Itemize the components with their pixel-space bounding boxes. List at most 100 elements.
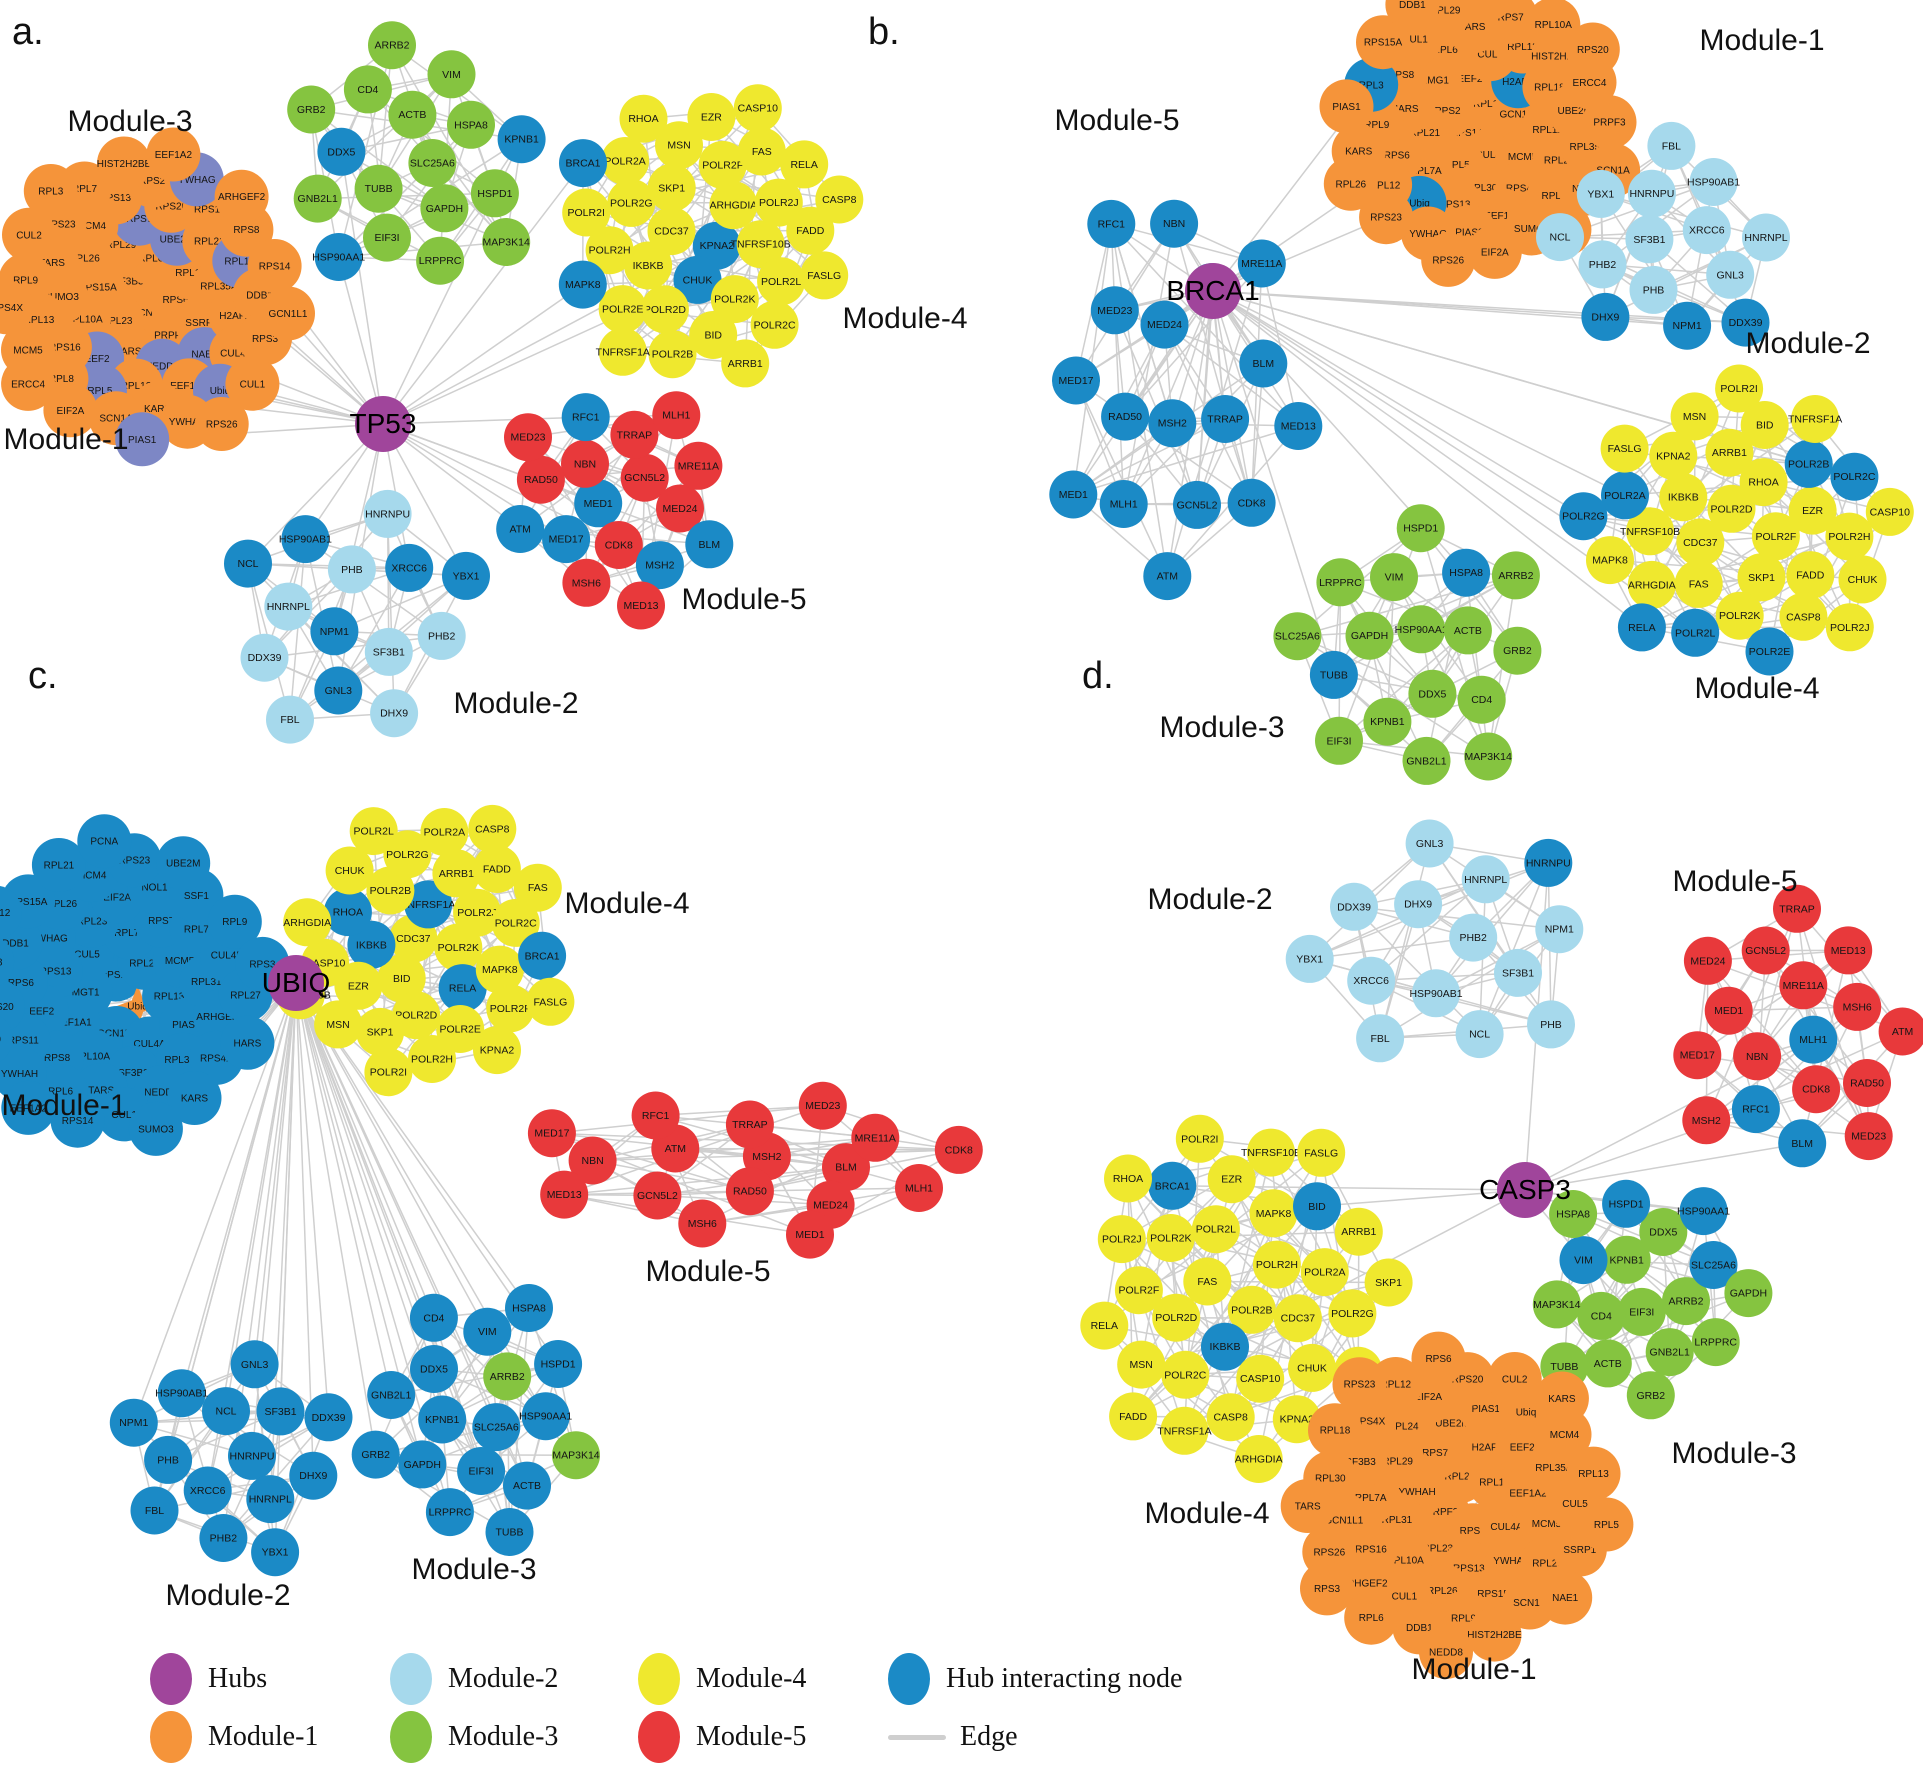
node-BID bbox=[689, 311, 738, 359]
node-CDC37 bbox=[1273, 1294, 1322, 1343]
node-label: RPS8 bbox=[1388, 70, 1415, 81]
node-label: PCNA bbox=[132, 308, 160, 319]
hub-edge bbox=[295, 982, 528, 1486]
hub-edge bbox=[295, 982, 435, 1370]
node-label: TRRAP bbox=[732, 1119, 768, 1131]
node-RPS20 bbox=[1565, 22, 1620, 77]
node-label: HNRNPL bbox=[1464, 874, 1507, 886]
node-label: HARS bbox=[114, 346, 142, 357]
node-RHOA bbox=[619, 94, 668, 143]
node-RFC1 bbox=[1731, 1085, 1780, 1134]
edge bbox=[1207, 1280, 1353, 1315]
node-POLR2L bbox=[349, 807, 398, 856]
node-RFC1 bbox=[631, 1091, 680, 1140]
node-GRB2 bbox=[1493, 626, 1542, 675]
node-label: GRB2 bbox=[1637, 1390, 1666, 1402]
node-RPL6 bbox=[1344, 1590, 1399, 1645]
node-label: RPS14 bbox=[1451, 128, 1483, 139]
node-label: RPL7 bbox=[72, 184, 97, 195]
hub-node-UBIQ bbox=[268, 955, 324, 1011]
node-label: MGT1 bbox=[72, 987, 100, 998]
node-CASP8 bbox=[1206, 1393, 1255, 1442]
node-label: SUMO3 bbox=[1514, 224, 1550, 235]
node-label: GAPDH bbox=[426, 203, 463, 215]
node-label: FASLG bbox=[1608, 443, 1642, 455]
node-label: EIF3I bbox=[1326, 735, 1351, 747]
node-label: MED24 bbox=[1690, 955, 1725, 967]
node-LRPPRC bbox=[1691, 1318, 1740, 1367]
node-FAS bbox=[513, 863, 562, 912]
node-label: CDC37 bbox=[1281, 1313, 1316, 1325]
node-label: SLC25A6 bbox=[474, 1422, 519, 1434]
node-ARRB2 bbox=[368, 21, 416, 70]
node-ACTB bbox=[388, 90, 437, 139]
node-RPS15A bbox=[1356, 15, 1410, 70]
edge bbox=[1371, 979, 1552, 1026]
node-BRCA1 bbox=[559, 139, 607, 188]
node-label: HNRNPU bbox=[230, 1450, 275, 1462]
node-label: POLR2L bbox=[1675, 627, 1715, 639]
node-label: CUL1 bbox=[1392, 1592, 1418, 1603]
node-label: RPS3 bbox=[249, 959, 276, 970]
module-label: Module-1 bbox=[1, 1089, 126, 1122]
node-label: DDB1 bbox=[1406, 1623, 1433, 1634]
node-label: EEF1A1 bbox=[1484, 211, 1522, 222]
node-label: CUL4A bbox=[1490, 1522, 1523, 1533]
node-MSH6 bbox=[1833, 982, 1882, 1031]
node-MAP3K14 bbox=[552, 1431, 600, 1480]
module-label: Module-1 bbox=[1699, 24, 1824, 57]
node-NCL bbox=[224, 539, 272, 588]
node-PHB bbox=[1527, 1000, 1575, 1049]
node-label: RPL3 bbox=[1359, 80, 1384, 91]
legend-item-module-2: Module-2 bbox=[390, 1650, 638, 1708]
node-label: GAPDH bbox=[1351, 630, 1388, 642]
node-MSH6 bbox=[678, 1199, 727, 1248]
node-label: FBL bbox=[1662, 140, 1681, 152]
node-label: XRCC6 bbox=[1353, 975, 1389, 987]
node-DDX5 bbox=[410, 1345, 458, 1393]
node-label: HNRNPU bbox=[1629, 188, 1674, 200]
node-label: MCM5 bbox=[13, 345, 43, 356]
node-EEF1A2 bbox=[146, 127, 201, 182]
edge bbox=[1707, 960, 1817, 1090]
hub-edge bbox=[295, 982, 315, 1476]
node-label: RPL29 bbox=[1430, 6, 1461, 17]
node-label: POLR2G bbox=[1331, 1308, 1374, 1320]
node-label: MRE11A bbox=[1783, 980, 1824, 992]
node-POLR2D bbox=[640, 285, 689, 334]
node-label: RPS8 bbox=[44, 1053, 71, 1064]
node-label: RPL9 bbox=[222, 917, 247, 928]
node-CASP8 bbox=[468, 804, 517, 853]
node-IKBKB bbox=[1659, 473, 1708, 522]
node-label: EIF2A bbox=[1481, 247, 1509, 258]
node-POLR2E bbox=[598, 285, 647, 334]
node-label: BID bbox=[704, 330, 722, 342]
node-label: SF3B1 bbox=[264, 1406, 296, 1418]
node-DDX5 bbox=[1408, 669, 1457, 718]
node-ARRB2 bbox=[483, 1352, 532, 1401]
node-MED17 bbox=[1673, 1031, 1722, 1080]
node-label: KPNA2 bbox=[700, 240, 735, 252]
node-XRCC6 bbox=[1347, 956, 1396, 1005]
node-label: DDB1 bbox=[246, 291, 273, 302]
node-POLR2J bbox=[754, 178, 803, 227]
node-MED24 bbox=[1140, 300, 1189, 349]
node-RPL13 bbox=[1566, 1446, 1621, 1501]
node-label: XRCC6 bbox=[190, 1485, 226, 1497]
node-label: RFC1 bbox=[572, 412, 600, 424]
node-label: RPS7 bbox=[1498, 13, 1525, 24]
legend-item-module-5: Module-5 bbox=[638, 1708, 888, 1766]
node-POLR2J bbox=[1097, 1215, 1146, 1264]
node-label: LRPPRC bbox=[1319, 577, 1362, 589]
node-label: YWHAG bbox=[1493, 1556, 1531, 1567]
hub-edge bbox=[295, 982, 392, 1396]
hub-edge bbox=[1524, 1142, 1803, 1191]
node-label: Ubiq bbox=[127, 1002, 148, 1013]
node-label: ARRB2 bbox=[374, 40, 409, 52]
node-label: PRPF3 bbox=[154, 331, 187, 342]
legend-label: Hubs bbox=[208, 1663, 268, 1694]
node-label: POLR2J bbox=[457, 907, 497, 919]
node-label: CUL4B bbox=[211, 950, 244, 961]
node-label: EEF1A1 bbox=[170, 381, 208, 392]
edge bbox=[506, 1376, 511, 1533]
